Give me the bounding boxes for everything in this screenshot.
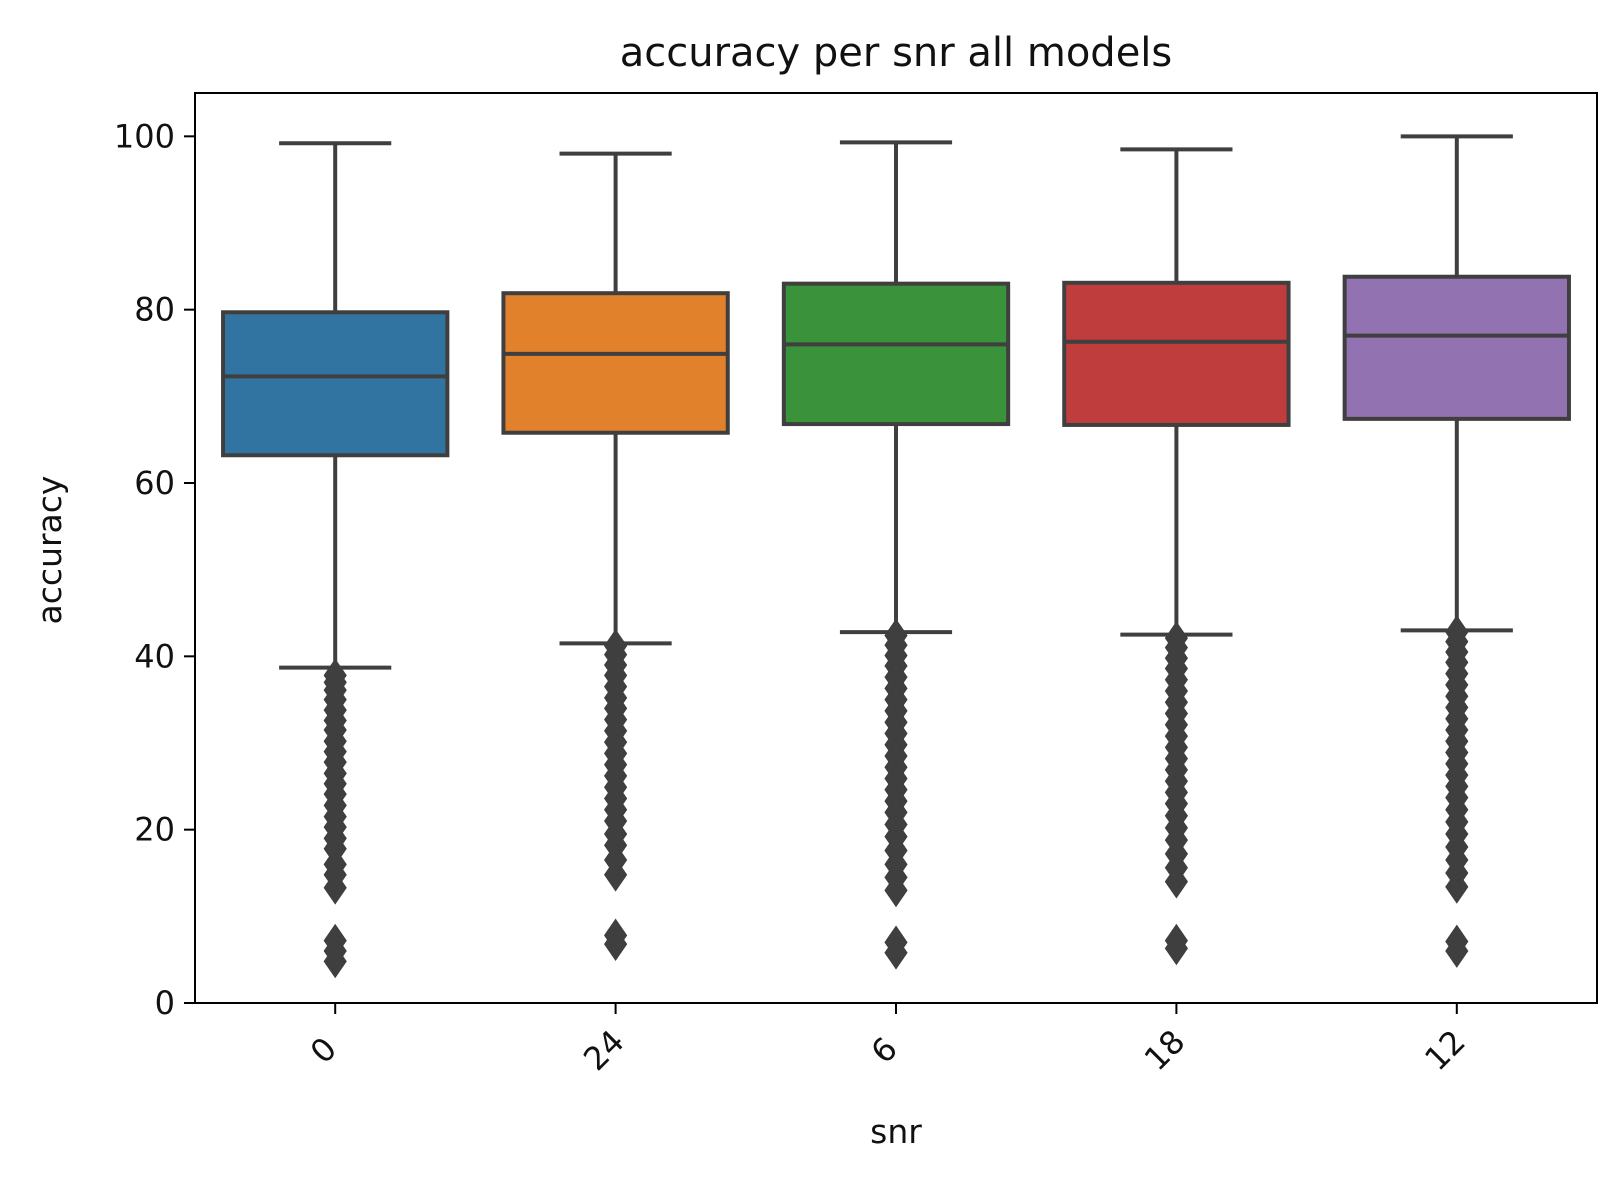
- box-18-iqr: [1062, 280, 1291, 427]
- x-tick-label-18: 18: [1137, 1022, 1193, 1078]
- x-tick-label-12: 12: [1417, 1022, 1473, 1078]
- y-tick-label-40: 40: [134, 637, 175, 675]
- plot-frame: [194, 92, 1598, 1004]
- y-axis-label: accuracy: [30, 476, 69, 625]
- box-24-outlier-22: [603, 927, 628, 961]
- box-12-outlier-24: [1445, 934, 1469, 968]
- y-tick-label-60: 60: [134, 464, 175, 502]
- box-18-outlier-21: [1164, 864, 1189, 899]
- box-6-iqr: [781, 281, 1011, 427]
- box-12-iqr: [1342, 274, 1571, 421]
- y-tick-label-100: 100: [114, 117, 175, 155]
- box-12-outlier-22: [1445, 869, 1469, 904]
- box-24-iqr: [501, 291, 730, 435]
- box-18-outlier-23: [1164, 931, 1189, 966]
- box-24-outlier-20: [603, 857, 628, 892]
- box-0-outlier-23: [323, 944, 347, 979]
- box-6-outlier-22: [884, 873, 908, 908]
- box-0-iqr: [221, 310, 450, 458]
- y-tick-label-80: 80: [134, 291, 175, 329]
- y-tick-label-0: 0: [155, 984, 175, 1022]
- chart-title: accuracy per snr all models: [620, 30, 1173, 76]
- box-6-outlier-24: [884, 935, 908, 970]
- x-tick-label-6: 6: [864, 1030, 905, 1071]
- x-axis-label: snr: [870, 1112, 922, 1151]
- y-tick-label-20: 20: [134, 811, 175, 849]
- plot-area: 0 20 40 60 80 100 0 24 6 18 12: [114, 117, 1571, 1078]
- box-0-outlier-20: [323, 870, 347, 905]
- x-tick-label-0: 0: [303, 1030, 344, 1071]
- x-tick-label-24: 24: [576, 1022, 632, 1078]
